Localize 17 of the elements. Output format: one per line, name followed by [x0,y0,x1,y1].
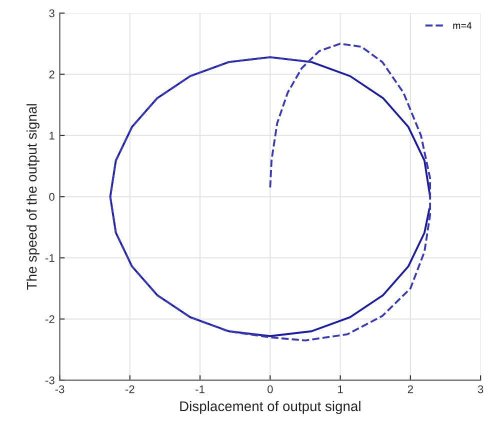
y-tick-label: 3 [49,9,54,18]
legend-label: m=4 [453,22,472,29]
y-tick-label: -1 [46,254,54,262]
x-tick-label: 2 [408,385,413,394]
x-tick-label: -2 [125,385,134,394]
x-tick-label: 1 [338,385,343,394]
x-tick-label: 3 [478,385,484,394]
y-axis-title: The speed of the output signal [26,104,40,290]
x-tick-label: -3 [55,385,64,394]
x-tick-label: 0 [268,385,273,394]
x-axis-title: Displacement of output signal [180,400,360,414]
y-tick-label: 2 [49,70,54,78]
x-tick-label: -1 [196,385,204,394]
y-tick-label: 1 [50,132,54,140]
y-tick-label: -3 [46,376,54,384]
y-tick-label: 0 [49,192,54,201]
y-tick-label: -2 [46,315,54,324]
